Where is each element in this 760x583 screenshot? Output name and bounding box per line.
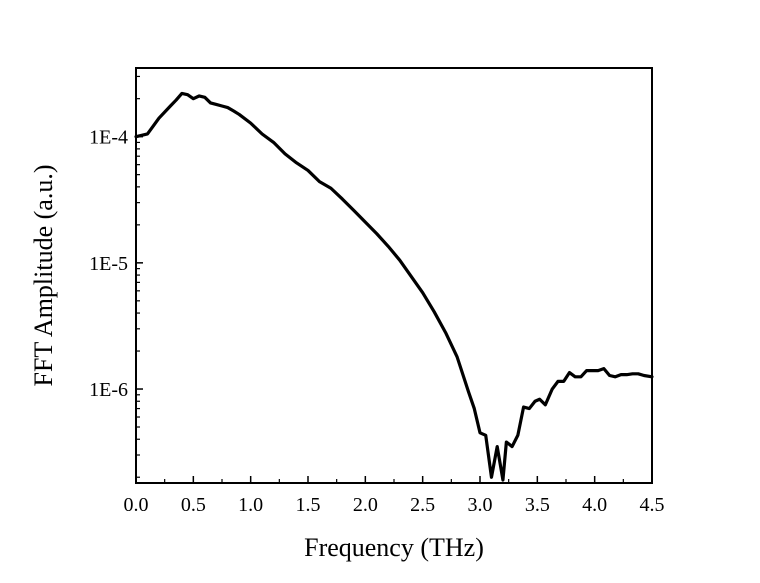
x-tick-label: 2.5 xyxy=(410,494,435,516)
y-tick-label: 1E-5 xyxy=(89,253,128,275)
y-tick-label: 1E-6 xyxy=(89,379,128,401)
x-tick-label: 4.5 xyxy=(640,494,665,516)
y-tick-label: 1E-4 xyxy=(89,127,128,149)
fft-amplitude-line xyxy=(134,91,654,482)
x-axis-label: Frequency (THz) xyxy=(304,533,484,562)
y-axis-label: FFT Amplitude (a.u.) xyxy=(29,165,58,387)
x-tick-label: 4.0 xyxy=(582,494,607,516)
x-tick-label: 1.5 xyxy=(296,494,321,516)
x-tick-label: 2.0 xyxy=(353,494,378,516)
x-tick-label: 1.0 xyxy=(238,494,263,516)
plot-frame xyxy=(135,67,653,484)
y-axis-ticks: 1E-4 1E-5 1E-6 xyxy=(89,75,143,478)
x-tick-label: 3.5 xyxy=(525,494,550,516)
x-tick-label: 0.0 xyxy=(124,494,149,516)
x-tick-label: 3.0 xyxy=(468,494,493,516)
x-axis-ticks: 0.0 0.5 1.0 1.5 2.0 2.5 3.0 3.5 4.0 4.5 xyxy=(124,476,665,516)
x-tick-label: 0.5 xyxy=(181,494,206,516)
